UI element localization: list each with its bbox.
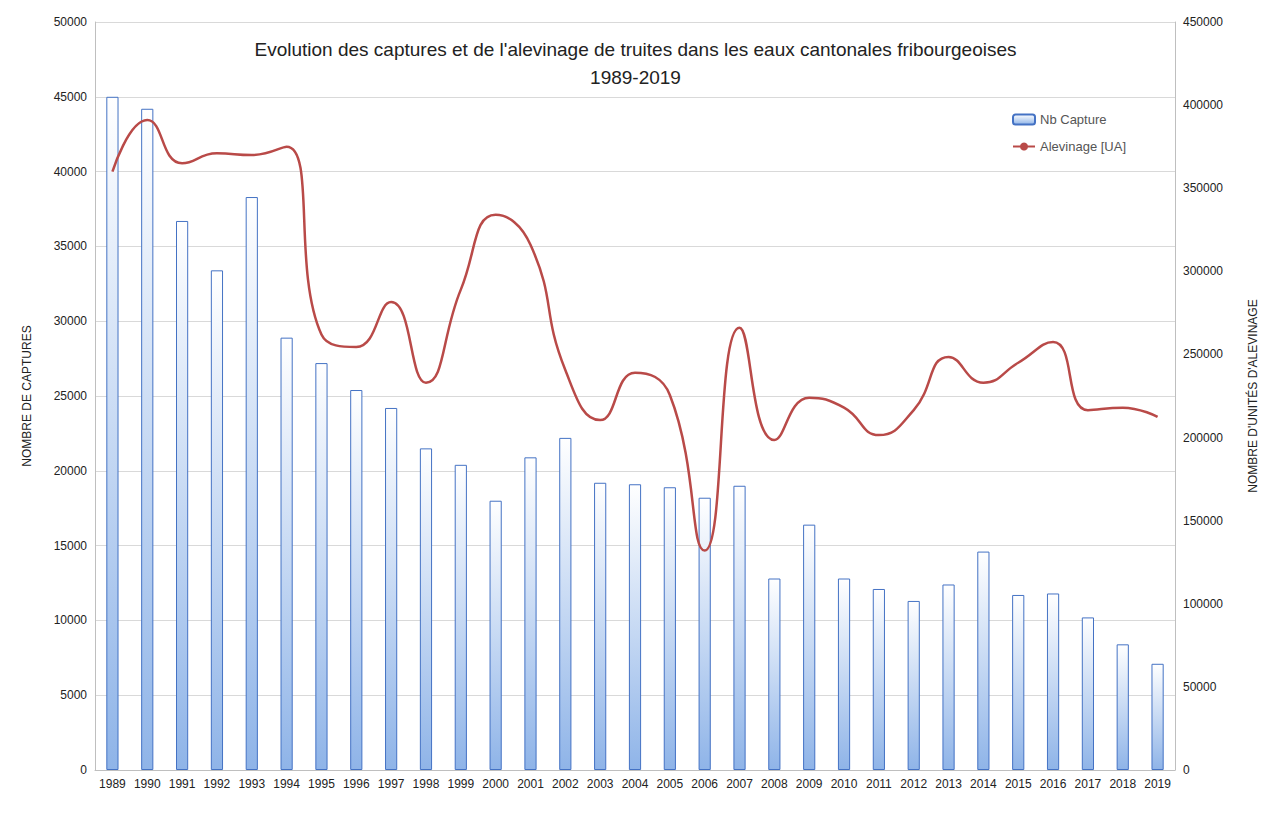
svg-text:1993: 1993 bbox=[238, 777, 265, 791]
svg-text:1989-2019: 1989-2019 bbox=[590, 67, 681, 88]
svg-text:35000: 35000 bbox=[54, 239, 88, 253]
svg-text:2016: 2016 bbox=[1040, 777, 1067, 791]
svg-text:NOMBRE D'UNITÉS D'ALEVINAGE: NOMBRE D'UNITÉS D'ALEVINAGE bbox=[1245, 299, 1260, 492]
svg-text:1999: 1999 bbox=[447, 777, 474, 791]
svg-text:1996: 1996 bbox=[343, 777, 370, 791]
svg-text:0: 0 bbox=[1183, 763, 1190, 777]
svg-text:2005: 2005 bbox=[656, 777, 683, 791]
svg-text:2001: 2001 bbox=[517, 777, 544, 791]
svg-text:1995: 1995 bbox=[308, 777, 335, 791]
svg-text:2004: 2004 bbox=[622, 777, 649, 791]
svg-text:Evolution des captures et de l: Evolution des captures et de l'alevinage… bbox=[255, 39, 1017, 60]
svg-text:2000: 2000 bbox=[482, 777, 509, 791]
svg-text:2012: 2012 bbox=[900, 777, 927, 791]
svg-text:NOMBRE DE CAPTURES: NOMBRE DE CAPTURES bbox=[20, 325, 34, 466]
svg-text:45000: 45000 bbox=[54, 90, 88, 104]
svg-text:2013: 2013 bbox=[935, 777, 962, 791]
svg-text:20000: 20000 bbox=[54, 464, 88, 478]
svg-text:250000: 250000 bbox=[1183, 347, 1223, 361]
svg-text:1994: 1994 bbox=[273, 777, 300, 791]
svg-text:1990: 1990 bbox=[134, 777, 161, 791]
svg-text:350000: 350000 bbox=[1183, 181, 1223, 195]
svg-text:5000: 5000 bbox=[60, 688, 87, 702]
svg-text:150000: 150000 bbox=[1183, 514, 1223, 528]
svg-text:2015: 2015 bbox=[1005, 777, 1032, 791]
svg-text:450000: 450000 bbox=[1183, 15, 1223, 29]
svg-text:1998: 1998 bbox=[413, 777, 440, 791]
svg-text:400000: 400000 bbox=[1183, 98, 1223, 112]
svg-text:50000: 50000 bbox=[54, 15, 88, 29]
svg-text:1991: 1991 bbox=[169, 777, 196, 791]
svg-text:2014: 2014 bbox=[970, 777, 997, 791]
svg-text:25000: 25000 bbox=[54, 389, 88, 403]
svg-text:2008: 2008 bbox=[761, 777, 788, 791]
svg-text:2009: 2009 bbox=[796, 777, 823, 791]
svg-text:15000: 15000 bbox=[54, 539, 88, 553]
svg-text:300000: 300000 bbox=[1183, 264, 1223, 278]
svg-text:30000: 30000 bbox=[54, 314, 88, 328]
svg-text:100000: 100000 bbox=[1183, 597, 1223, 611]
svg-text:0: 0 bbox=[80, 763, 87, 777]
svg-text:2017: 2017 bbox=[1075, 777, 1102, 791]
svg-text:1989: 1989 bbox=[99, 777, 126, 791]
svg-text:200000: 200000 bbox=[1183, 431, 1223, 445]
svg-text:2018: 2018 bbox=[1109, 777, 1136, 791]
svg-text:Alevinage [UA]: Alevinage [UA] bbox=[1040, 139, 1126, 154]
svg-text:1997: 1997 bbox=[378, 777, 405, 791]
svg-text:2011: 2011 bbox=[866, 777, 892, 791]
svg-text:2002: 2002 bbox=[552, 777, 579, 791]
svg-text:2006: 2006 bbox=[691, 777, 718, 791]
svg-text:40000: 40000 bbox=[54, 165, 88, 179]
svg-text:2010: 2010 bbox=[831, 777, 858, 791]
svg-text:Nb Capture: Nb Capture bbox=[1040, 112, 1106, 127]
svg-text:1992: 1992 bbox=[204, 777, 231, 791]
svg-text:50000: 50000 bbox=[1183, 680, 1217, 694]
svg-text:2019: 2019 bbox=[1144, 777, 1171, 791]
svg-text:2003: 2003 bbox=[587, 777, 614, 791]
svg-text:2007: 2007 bbox=[726, 777, 753, 791]
svg-text:10000: 10000 bbox=[54, 613, 88, 627]
